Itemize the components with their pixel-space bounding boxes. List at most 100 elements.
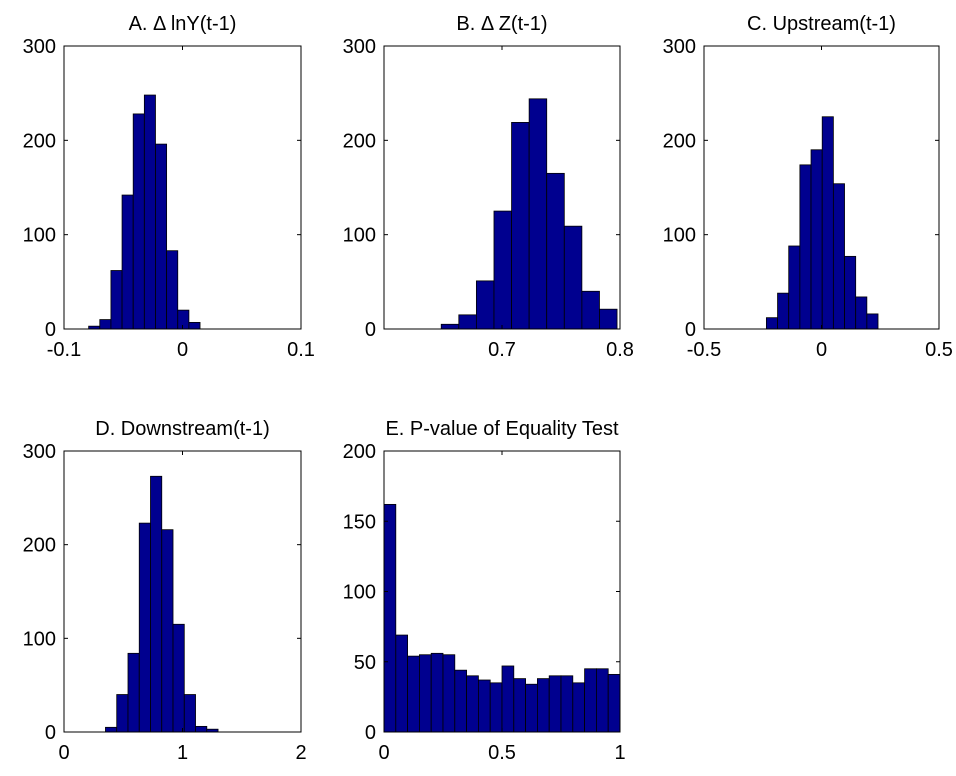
histogram-bar <box>383 503 397 733</box>
histogram-bar <box>166 250 179 330</box>
x-tick-label: 0 <box>58 742 69 764</box>
histogram-bar <box>777 292 790 330</box>
histogram-bar <box>407 655 420 733</box>
x-tick-label: 0 <box>378 742 389 764</box>
y-tick-label: 200 <box>23 130 56 152</box>
histogram-bar <box>150 475 163 733</box>
x-tick-label: 0.5 <box>925 339 953 361</box>
histogram-bar <box>188 321 201 330</box>
y-tick-label: 300 <box>23 441 56 463</box>
y-tick-label: 100 <box>23 225 56 247</box>
histogram-bar <box>537 678 550 733</box>
histogram-bar <box>127 652 140 733</box>
histogram-bar <box>546 172 565 330</box>
y-tick-label: 200 <box>663 130 696 152</box>
x-tick-label: 0.8 <box>606 339 634 361</box>
histogram-bar <box>475 280 495 330</box>
histogram-bar <box>143 94 156 330</box>
x-tick-label: 2 <box>295 742 306 764</box>
histogram-bar <box>195 725 208 733</box>
histogram-bar <box>525 683 538 733</box>
histogram-bar <box>581 290 600 330</box>
histogram-bar <box>172 623 185 733</box>
histogram-bar <box>395 634 408 733</box>
histogram-bar <box>440 323 460 330</box>
histogram-bar <box>138 522 151 733</box>
y-tick-label: 300 <box>343 36 376 58</box>
histogram-bar <box>855 296 868 330</box>
chart-title: E. P-value of Equality Test <box>385 418 619 440</box>
histogram-bar <box>513 678 526 733</box>
x-tick-label: 0.1 <box>287 339 315 361</box>
histogram-bar <box>132 113 145 330</box>
histogram-bar <box>430 652 444 733</box>
y-tick-label: 0 <box>45 319 56 341</box>
x-tick-label: 1 <box>177 742 188 764</box>
histogram-bar <box>821 116 834 330</box>
histogram-bar <box>454 669 467 733</box>
x-tick-label: -0.5 <box>687 339 721 361</box>
histogram-bar <box>584 668 597 733</box>
histogram-bar <box>183 694 196 733</box>
y-tick-label: 100 <box>663 225 696 247</box>
histogram-bar <box>493 210 512 330</box>
x-tick-label: 0.7 <box>488 339 516 361</box>
histogram-bar <box>458 314 477 330</box>
y-tick-label: 0 <box>685 319 696 341</box>
histogram-bar <box>548 675 562 733</box>
histogram-bar <box>563 225 583 330</box>
histogram-bar <box>572 682 585 733</box>
y-tick-label: 100 <box>343 225 376 247</box>
histogram-bar <box>528 98 548 330</box>
histogram-bar <box>607 673 621 733</box>
histogram-bar <box>599 308 618 330</box>
histogram-bar <box>99 319 112 330</box>
histogram-panel-2: 0 100 200 300 0.7 0.8 B. Δ Z(t-1) <box>343 13 634 361</box>
chart-title: B. Δ Z(t-1) <box>456 13 547 35</box>
histogram-bar <box>765 317 778 330</box>
y-tick-label: 50 <box>354 652 376 674</box>
y-tick-label: 300 <box>663 36 696 58</box>
y-tick-label: 0 <box>365 319 376 341</box>
y-tick-label: 150 <box>343 511 376 533</box>
x-tick-label: 0 <box>177 339 188 361</box>
chart-title: A. Δ lnY(t-1) <box>129 13 237 35</box>
histogram-bar <box>489 682 503 733</box>
histogram-bar <box>477 679 491 733</box>
chart-title: C. Upstream(t-1) <box>747 13 896 35</box>
y-tick-label: 100 <box>23 628 56 650</box>
x-tick-label: -0.1 <box>47 339 81 361</box>
histogram-bar <box>866 313 879 330</box>
histogram-bar <box>105 726 118 733</box>
y-tick-label: 300 <box>23 36 56 58</box>
y-tick-label: 200 <box>343 441 376 463</box>
histogram-bar <box>799 164 812 330</box>
x-tick-label: 0.5 <box>488 742 516 764</box>
histogram-bar <box>596 668 609 733</box>
histogram-panel-5: 0 50 100 150 200 0 0.5 1 E. P-value of Equality … <box>343 418 626 764</box>
chart-title: D. Downstream(t-1) <box>95 418 269 440</box>
histogram-bar <box>418 654 432 733</box>
y-tick-label: 100 <box>343 582 376 604</box>
histogram-bar <box>511 122 530 330</box>
histogram-panel-4: 0 100 200 300 0 1 2 D. Downstream(t-1) <box>23 418 307 764</box>
y-tick-label: 200 <box>343 130 376 152</box>
histogram-bar <box>442 654 456 733</box>
y-tick-label: 0 <box>45 722 56 744</box>
histogram-bar <box>116 694 129 733</box>
histogram-bar <box>177 309 190 330</box>
histogram-bar <box>121 194 134 330</box>
x-tick-label: 0 <box>816 339 827 361</box>
histogram-bar <box>161 529 174 733</box>
y-tick-label: 0 <box>365 722 376 744</box>
histogram-bar <box>844 255 857 330</box>
histogram-bar <box>155 143 168 330</box>
histogram-bar <box>810 149 823 330</box>
histogram-bar <box>788 245 801 330</box>
y-tick-label: 200 <box>23 535 56 557</box>
x-tick-label: 1 <box>614 742 625 764</box>
histogram-bar <box>832 183 845 330</box>
histogram-bar <box>560 675 574 733</box>
histogram-bar <box>110 270 123 330</box>
